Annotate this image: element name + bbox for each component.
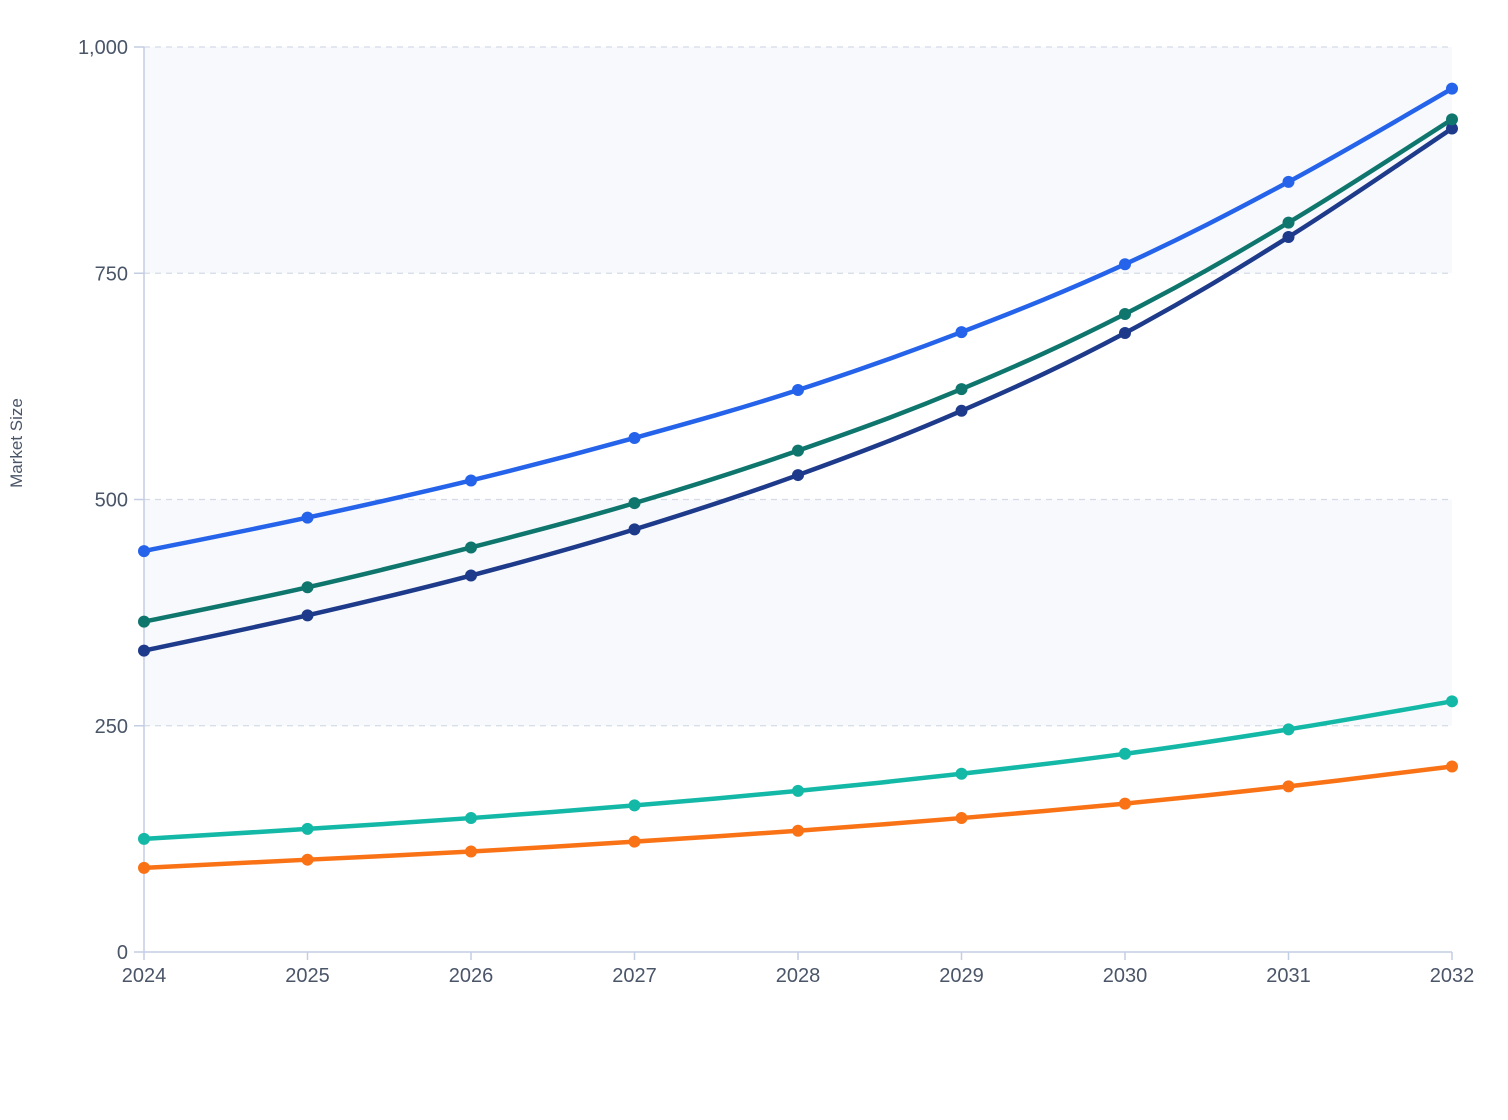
- y-tick-label: 1,000: [78, 37, 128, 59]
- x-tick-label: 2031: [1266, 965, 1311, 987]
- data-point[interactable]: [138, 832, 150, 845]
- plot-bands: [144, 47, 1452, 952]
- x-tick-label: 2032: [1430, 965, 1475, 987]
- data-point[interactable]: [628, 523, 641, 536]
- series-series-4: [138, 695, 1458, 845]
- data-point[interactable]: [955, 326, 968, 339]
- gridlines: [144, 46, 1452, 727]
- series-line: [141, 126, 1455, 653]
- x-tick-label: 2028: [776, 965, 821, 987]
- series-line: [141, 86, 1455, 554]
- x-tick-label: 2024: [122, 965, 167, 987]
- series-series-1: [138, 82, 1458, 558]
- data-point[interactable]: [465, 845, 477, 858]
- data-point[interactable]: [465, 812, 477, 825]
- data-point[interactable]: [465, 541, 477, 554]
- data-point[interactable]: [792, 824, 804, 837]
- data-point[interactable]: [628, 497, 641, 510]
- data-point[interactable]: [301, 511, 314, 524]
- data-point[interactable]: [1446, 113, 1458, 126]
- data-point[interactable]: [301, 581, 314, 594]
- y-axis-ticks: 0 250 500 750 1,000: [78, 37, 144, 964]
- series-series-5: [138, 760, 1458, 874]
- data-point[interactable]: [1282, 216, 1295, 229]
- data-point[interactable]: [792, 383, 804, 396]
- x-tick-label: 2029: [939, 965, 984, 987]
- y-tick-label: 750: [95, 263, 128, 285]
- data-point[interactable]: [955, 812, 968, 825]
- x-tick-label: 2027: [612, 965, 657, 987]
- data-point[interactable]: [1282, 723, 1295, 736]
- y-tick-label: 500: [95, 490, 128, 512]
- data-point[interactable]: [1446, 82, 1458, 95]
- data-point[interactable]: [465, 474, 477, 487]
- data-point[interactable]: [1446, 122, 1458, 135]
- data-point[interactable]: [1446, 760, 1458, 773]
- data-point[interactable]: [301, 822, 314, 835]
- data-point[interactable]: [138, 861, 150, 874]
- y-axis-title: Market Size: [7, 398, 26, 488]
- x-tick-label: 2030: [1103, 965, 1148, 987]
- data-point[interactable]: [1446, 695, 1458, 708]
- data-point[interactable]: [792, 784, 804, 797]
- data-point[interactable]: [628, 835, 641, 848]
- x-tick-label: 2026: [449, 965, 494, 987]
- data-point[interactable]: [628, 431, 641, 444]
- data-point[interactable]: [301, 609, 314, 622]
- plot-band: [144, 47, 1452, 274]
- data-point[interactable]: [1282, 175, 1295, 188]
- data-point[interactable]: [955, 404, 968, 417]
- plot-band: [144, 499, 1452, 726]
- data-point[interactable]: [1119, 797, 1131, 810]
- data-point[interactable]: [138, 644, 150, 657]
- data-point[interactable]: [1282, 231, 1295, 244]
- series-series-3: [138, 122, 1458, 657]
- y-tick-label: 0: [117, 942, 128, 964]
- data-point[interactable]: [955, 383, 968, 396]
- data-point[interactable]: [955, 767, 968, 780]
- series-group: [138, 82, 1458, 874]
- data-point[interactable]: [465, 569, 477, 582]
- data-point[interactable]: [138, 615, 150, 628]
- data-point[interactable]: [1119, 326, 1131, 339]
- data-point[interactable]: [1119, 258, 1131, 271]
- data-point[interactable]: [301, 853, 314, 866]
- plot-band: [144, 725, 1452, 952]
- data-point[interactable]: [792, 469, 804, 482]
- x-tick-label: 2025: [285, 965, 330, 987]
- data-point[interactable]: [1119, 307, 1131, 320]
- data-point[interactable]: [628, 799, 641, 812]
- series-series-2: [138, 113, 1458, 628]
- data-point[interactable]: [1119, 747, 1131, 760]
- data-point[interactable]: [138, 545, 150, 558]
- y-tick-label: 250: [95, 716, 128, 738]
- x-axis-ticks: 2024 2025 2026 2027 2028 2029 2030 2031 2032: [122, 952, 1475, 987]
- data-point[interactable]: [1282, 780, 1295, 793]
- data-point[interactable]: [792, 444, 804, 457]
